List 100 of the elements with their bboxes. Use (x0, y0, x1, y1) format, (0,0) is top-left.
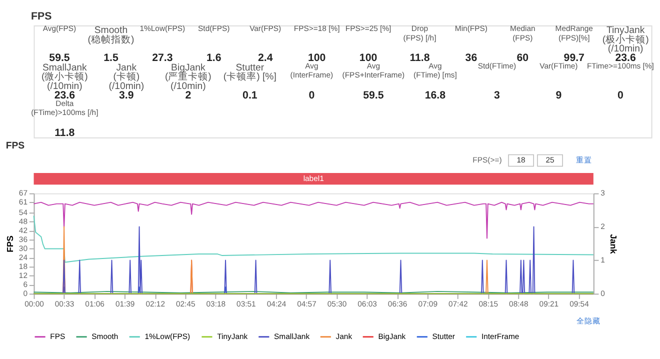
legend-label: Smooth (92, 332, 118, 341)
y2-axis-title: Jank (608, 234, 619, 254)
x-tick-label: 01:06 (85, 300, 104, 309)
y-tick-label: 0 (23, 289, 28, 298)
text: FPS>=25 [%] (345, 24, 392, 34)
text: 25 (546, 155, 554, 164)
y-tick-label: 12 (18, 271, 28, 280)
text: 1.6 (206, 52, 222, 64)
text: Avg(InterFrame) (290, 62, 334, 80)
x-tick-label: 00:00 (24, 300, 44, 309)
x-tick-label: 04:57 (297, 300, 316, 309)
text: label1 (303, 174, 324, 183)
y2-tick-label: 2 (600, 222, 605, 232)
text: MedRange(FPS)[%] (555, 24, 593, 42)
text: 1.5 (104, 52, 118, 64)
x-tick-label: 06:36 (388, 300, 408, 309)
x-tick-label: 01:39 (115, 300, 135, 309)
text: 16.8 (424, 89, 446, 102)
x-tick-label: 09:54 (570, 300, 590, 309)
y-tick-label: 30 (18, 244, 28, 254)
x-tick-label: 00:33 (54, 300, 74, 309)
text: Var(FTime) (540, 62, 578, 71)
x-tick-label: 02:12 (146, 300, 165, 309)
x-tick-label: 02:45 (176, 300, 196, 309)
text: FPS (31, 10, 52, 23)
text: 99.7 (564, 52, 585, 64)
text: 2.4 (258, 52, 273, 64)
y-tick-label: 67 (18, 188, 28, 198)
text: FTime>=100ms [%] (586, 62, 654, 71)
y-tick-label: 6 (23, 280, 28, 290)
legend-label: InterFrame (481, 332, 520, 341)
text: FPS(>=) (472, 155, 502, 164)
legend-label: BigJank (378, 332, 406, 341)
y-axis-title: FPS (5, 235, 16, 252)
x-tick-label: 03:18 (206, 300, 226, 309)
text: Drop(FPS) [/h] (403, 24, 436, 42)
x-tick-label: 06:03 (358, 300, 377, 309)
x-tick-label: 07:09 (418, 300, 438, 309)
text: TinyJank(极小卡顿)(/10min) (602, 25, 649, 54)
text: 3 (494, 89, 500, 102)
text: 23.6 (615, 52, 636, 64)
text: Avg(FTime) [ms] (413, 62, 457, 80)
text: Median(FPS) (510, 24, 536, 42)
legend-label: TinyJank (217, 332, 248, 341)
text: FPS>=18 [%] (294, 24, 340, 34)
text: Std(FPS) (198, 24, 230, 34)
text: Stutter(卡顿率) [%] (223, 62, 276, 83)
y-tick-label: 54 (18, 208, 28, 218)
text: 0 (308, 89, 315, 102)
legend-label: 1%Low(FPS) (144, 332, 191, 341)
y-tick-label: 42 (18, 226, 28, 236)
text: Avg(FPS) (42, 24, 77, 34)
x-tick-label: 04:24 (266, 300, 287, 309)
text: Jank(卡顿)(/10min) (108, 62, 144, 92)
x-tick-label: 05:30 (327, 300, 347, 309)
x-tick-label: 03:51 (236, 300, 256, 309)
text: 0.1 (242, 89, 258, 102)
y2-tick-label: 0 (600, 289, 605, 298)
text: 11.8 (54, 126, 75, 139)
x-tick-label: 08:15 (478, 300, 498, 309)
y-tick-label: 48 (18, 217, 28, 226)
text: Delta(FTime)>100ms [/h] (31, 98, 98, 117)
text: 100 (308, 52, 326, 64)
text: 59.5 (49, 52, 70, 64)
text: 100 (359, 52, 378, 64)
x-tick-label: 08:48 (509, 300, 528, 309)
legend-label: Jank (336, 332, 352, 341)
y2-tick-label: 1 (600, 256, 605, 265)
text: 2 (185, 89, 192, 102)
text: 3.9 (119, 89, 134, 102)
text: Smooth(稳帧指数) (88, 25, 134, 46)
text: 0 (617, 89, 624, 102)
legend-label: FPS (50, 332, 66, 341)
legend-label: Stutter (432, 332, 456, 341)
y-tick-label: 18 (18, 262, 28, 272)
text: 全隐藏 (576, 316, 601, 326)
y-tick-label: 61 (18, 198, 28, 207)
x-tick-label: 09:21 (539, 300, 559, 309)
text: BigJank(严重卡顿)(/10min) (164, 62, 212, 92)
text: 23.6 (54, 89, 76, 102)
text: Min(FPS) (454, 24, 488, 34)
text: Var(FPS) (250, 24, 282, 34)
chart-title: FPS (6, 140, 26, 152)
text: 36 (465, 52, 478, 64)
text: 27.3 (152, 52, 173, 64)
y-tick-label: 36 (18, 235, 28, 244)
text: 9 (556, 89, 562, 102)
text: 1%Low(FPS) (140, 24, 186, 34)
text: 重置 (576, 155, 592, 164)
text: Std(FTime) (478, 62, 516, 71)
text: SmallJank(微小卡顿)(/10min) (41, 62, 88, 92)
x-tick-label: 07:42 (448, 300, 468, 309)
text: 11.8 (410, 52, 430, 64)
y2-tick-label: 3 (600, 188, 605, 198)
y-tick-label: 24 (18, 253, 28, 262)
text: Avg(FPS+InterFrame) (342, 62, 405, 80)
text: 59.5 (363, 89, 384, 102)
text: 60 (516, 52, 529, 64)
legend-label: SmallJank (274, 332, 310, 341)
text: 18 (516, 155, 526, 164)
